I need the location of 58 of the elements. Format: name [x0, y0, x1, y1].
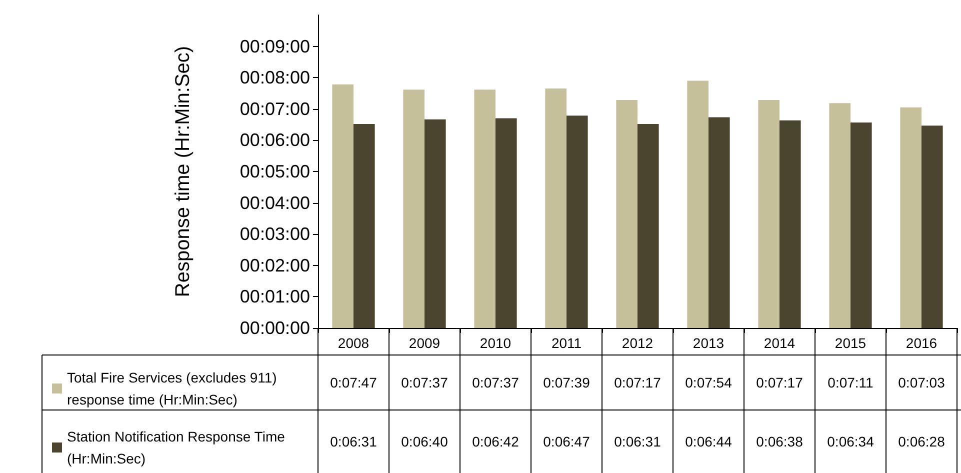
data-label: 0:07:17 — [756, 374, 804, 390]
bar — [780, 120, 801, 328]
bar — [474, 90, 496, 328]
y-tick-label: 00:07:00 — [240, 98, 310, 119]
data-label: 0:06:47 — [543, 434, 590, 450]
x-tick-label: 2013 — [692, 335, 724, 351]
bar — [566, 116, 588, 328]
bar — [758, 100, 780, 328]
data-label: 0:06:38 — [756, 434, 804, 450]
x-tick-label: 2016 — [906, 335, 938, 351]
x-tick-label: 2012 — [622, 335, 654, 351]
bar — [850, 122, 872, 328]
x-tick-label: 2009 — [408, 335, 440, 351]
data-label: 0:06:31 — [614, 434, 662, 450]
y-tick-label: 00:09:00 — [240, 36, 310, 56]
y-tick-label: 00:08:00 — [240, 68, 310, 88]
data-label: 0:07:39 — [543, 374, 590, 390]
data-label: 0:07:03 — [898, 374, 946, 390]
bar — [638, 124, 659, 328]
data-label: 0:06:28 — [898, 434, 946, 450]
data-label: 0:07:11 — [828, 374, 874, 390]
x-tick-label: 2008 — [338, 335, 370, 351]
bar — [829, 103, 850, 328]
x-tick-label: 2011 — [551, 335, 582, 351]
bar — [687, 80, 708, 328]
y-tick-label: 00:06:00 — [240, 130, 310, 150]
legend-label: Total Fire Services (excludes 911) response time (Hr:Min:Sec) — [67, 370, 281, 408]
bar — [354, 124, 375, 328]
y-tick-label: 00:01:00 — [240, 286, 310, 307]
data-label: 0:07:37 — [472, 374, 520, 390]
bar — [403, 90, 424, 328]
data-label: 0:06:42 — [472, 434, 520, 450]
data-label: 0:06:40 — [401, 434, 448, 450]
y-tick-label: 00:00:00 — [240, 318, 310, 338]
x-tick-label: 2014 — [764, 335, 796, 351]
legend-label: Station Notification Response Time (Hr:Min:Sec) — [67, 428, 289, 466]
data-label: 0:07:54 — [685, 374, 732, 390]
y-tick-label: 00:02:00 — [240, 255, 310, 276]
data-label: 0:06:44 — [685, 434, 732, 450]
bar — [332, 84, 354, 328]
bar — [900, 107, 922, 328]
data-label: 0:06:31 — [330, 434, 378, 450]
bar — [545, 88, 566, 328]
x-tick-label: 2015 — [834, 335, 866, 351]
y-tick-label: 00:04:00 — [240, 192, 310, 213]
y-axis-title: Response time (Hr:Min:Sec) — [172, 46, 194, 298]
data-label: 0:07:47 — [330, 374, 378, 390]
y-tick-label: 00:03:00 — [240, 224, 310, 244]
bar — [616, 100, 638, 328]
bar — [922, 126, 943, 328]
data-label: 0:06:34 — [827, 434, 874, 450]
bar — [708, 117, 730, 328]
y-tick-label: 00:05:00 — [240, 162, 310, 182]
data-label: 0:07:17 — [614, 374, 662, 390]
data-label: 0:07:37 — [401, 374, 448, 390]
bar — [496, 118, 517, 328]
bar — [424, 119, 446, 328]
x-tick-label: 2010 — [480, 335, 512, 351]
